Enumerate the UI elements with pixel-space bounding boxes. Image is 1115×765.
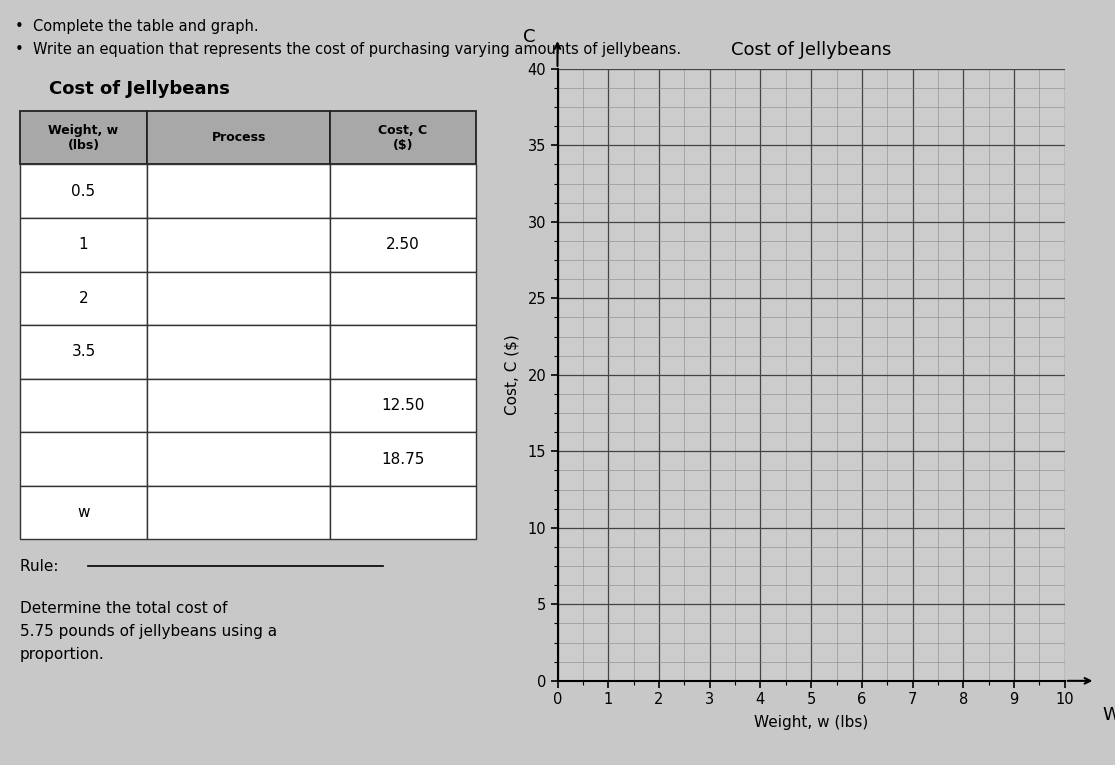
Text: Rule:: Rule: (20, 558, 64, 574)
Bar (147, 218, 330, 272)
Bar (330, 164, 476, 218)
Text: 18.75: 18.75 (381, 451, 425, 467)
Bar (147, 432, 330, 486)
Text: 2: 2 (79, 291, 88, 306)
Bar (20, 325, 147, 379)
Text: 12.50: 12.50 (381, 398, 425, 413)
Text: 3.5: 3.5 (71, 344, 96, 360)
Bar (20, 432, 147, 486)
Y-axis label: Cost, C ($): Cost, C ($) (504, 334, 520, 415)
Bar (20, 218, 147, 272)
Text: 0.5: 0.5 (71, 184, 96, 199)
Text: •  Write an equation that represents the cost of purchasing varying amounts of j: • Write an equation that represents the … (14, 42, 681, 57)
Bar (147, 325, 330, 379)
Text: Cost of Jellybeans: Cost of Jellybeans (49, 80, 230, 99)
Title: Cost of Jellybeans: Cost of Jellybeans (731, 41, 891, 59)
Bar (20, 486, 147, 539)
Text: W: W (1103, 705, 1115, 724)
Bar (20, 164, 147, 218)
Bar (330, 432, 476, 486)
Bar (330, 272, 476, 325)
Bar (20, 272, 147, 325)
Bar (330, 379, 476, 432)
Bar (330, 111, 476, 164)
Text: Weight, w
(lbs): Weight, w (lbs) (48, 124, 118, 151)
Bar (20, 379, 147, 432)
Text: w: w (77, 505, 89, 520)
Bar (330, 325, 476, 379)
Text: 2.50: 2.50 (386, 237, 419, 252)
Text: Cost, C
($): Cost, C ($) (378, 124, 427, 151)
Bar (147, 379, 330, 432)
X-axis label: Weight, w (lbs): Weight, w (lbs) (754, 715, 869, 731)
Bar (330, 486, 476, 539)
Text: Determine the total cost of
5.75 pounds of jellybeans using a
proportion.: Determine the total cost of 5.75 pounds … (20, 601, 277, 662)
Bar (20, 111, 147, 164)
Bar (147, 486, 330, 539)
Text: C: C (523, 28, 536, 46)
Text: 1: 1 (79, 237, 88, 252)
Text: Process: Process (212, 132, 265, 144)
Bar (147, 164, 330, 218)
Bar (330, 218, 476, 272)
Text: •  Complete the table and graph.: • Complete the table and graph. (14, 19, 259, 34)
Bar (147, 272, 330, 325)
Bar (147, 111, 330, 164)
